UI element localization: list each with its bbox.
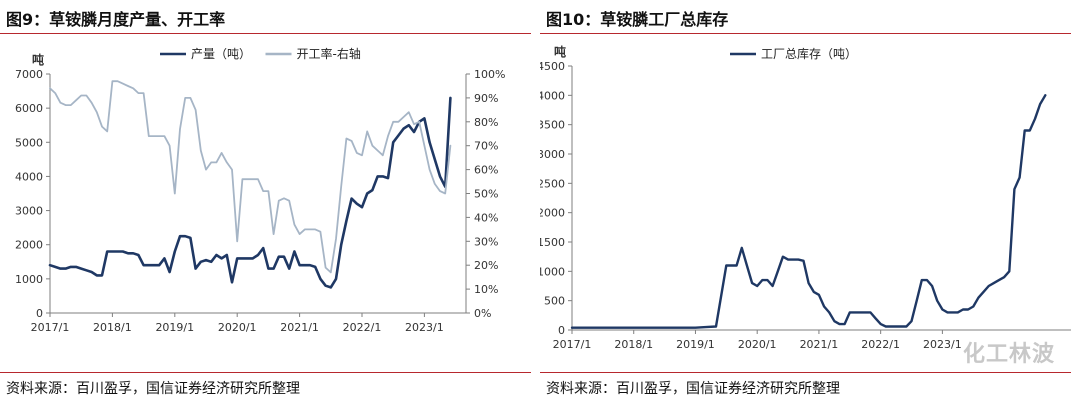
left-chart-legend: 产量（吨） 开工率-右轴 [160, 46, 361, 61]
y-tick-label: 3500 [540, 119, 565, 132]
right-chart-legend: 工厂总库存（吨） [730, 46, 857, 61]
y-tick-label: 500 [544, 295, 565, 308]
figure-9-panel: 图9：草铵膦月度产量、开工率 0 1000 2000 3000 4000 5000 6000… [0, 0, 535, 405]
figure-10-title: 图10：草铵膦工厂总库存 [546, 10, 729, 29]
x-tick-label: 2023/1 [923, 338, 962, 351]
figure-9-bottom-rule [0, 372, 531, 373]
figure-9-source: 资料来源：百川盈孚，国信证券经济研究所整理 [6, 381, 300, 397]
y2-tick-label: 70% [474, 140, 498, 153]
y-tick-label: 5000 [15, 136, 43, 149]
y-tick-label: 3000 [540, 148, 565, 161]
y-tick-label: 2000 [540, 207, 565, 220]
y-tick-label: 3000 [15, 205, 43, 218]
y-tick-label: 0 [36, 307, 43, 320]
y2-tick-label: 90% [474, 92, 498, 105]
figure-9-title: 图9：草铵膦月度产量、开工率 [6, 10, 226, 29]
y2-tick-label: 60% [474, 164, 498, 177]
x-tick-label: 2020/1 [218, 321, 257, 334]
y2-tick-label: 80% [474, 116, 498, 129]
legend-label-1: 产量（吨） [191, 47, 251, 61]
y2-tick-label: 10% [474, 283, 498, 296]
figure-10-source: 资料来源：百川盈孚，国信证券经济研究所整理 [546, 381, 840, 397]
figure-10-bottom-rule [540, 372, 1071, 373]
x-tick-label: 2022/1 [861, 338, 900, 351]
y-tick-label: 1500 [540, 236, 565, 249]
y2-tick-label: 20% [474, 259, 498, 272]
x-tick-label: 2021/1 [280, 321, 319, 334]
watermark-text: 化工林波 [962, 342, 1055, 367]
series-line-2 [49, 80, 452, 274]
x-tick-label: 2019/1 [155, 321, 194, 334]
left-chart-axes: 0 1000 2000 3000 4000 5000 6000 7000 0% 10% 20% 30%… [15, 52, 505, 334]
x-tick-label: 2023/1 [405, 321, 444, 334]
y-tick-label: 4000 [15, 170, 43, 183]
legend-label-2: 开工率-右轴 [297, 46, 361, 61]
left-chart-series [48, 80, 452, 289]
y-tick-label: 0 [558, 324, 565, 337]
x-tick-label: 2019/1 [676, 338, 715, 351]
y-tick-label: 2500 [540, 177, 565, 190]
y2-tick-label: 0% [474, 307, 491, 320]
y2-tick-label: 50% [474, 188, 498, 201]
x-tick-label: 2020/1 [738, 338, 777, 351]
figure-10-panel: 图10：草铵膦工厂总库存 0 500 1000 1500 2000 2500 3000 350… [540, 0, 1075, 405]
y2-tick-label: 40% [474, 211, 498, 224]
y-tick-label: 2000 [15, 239, 43, 252]
y-tick-label: 1000 [540, 265, 565, 278]
x-tick-label: 2017/1 [31, 321, 70, 334]
y-tick-label: 4500 [540, 60, 565, 73]
y-tick-label: 6000 [15, 102, 43, 115]
y-tick-label: 4000 [540, 89, 565, 102]
y-unit-label: 吨 [32, 52, 44, 67]
right-chart-series [570, 94, 1047, 329]
production-rate-chart: 0 1000 2000 3000 4000 5000 6000 7000 0% 10% 20% 30%… [15, 46, 505, 334]
y2-tick-label: 100% [474, 68, 505, 81]
y-tick-label: 1000 [15, 273, 43, 286]
y-unit-label: 吨 [554, 44, 566, 59]
x-tick-label: 2021/1 [800, 338, 839, 351]
y-tick-label: 7000 [15, 68, 43, 81]
figure-9-top-rule [0, 33, 531, 34]
legend-label-1: 工厂总库存（吨） [761, 46, 857, 61]
x-tick-label: 2017/1 [553, 338, 592, 351]
figure-10-top-rule [540, 33, 1071, 34]
series-line-1 [570, 94, 1047, 329]
x-tick-label: 2022/1 [343, 321, 382, 334]
series-line-1 [48, 96, 452, 289]
x-tick-label: 2018/1 [93, 321, 132, 334]
x-tick-label: 2018/1 [614, 338, 653, 351]
y2-tick-label: 30% [474, 235, 498, 248]
